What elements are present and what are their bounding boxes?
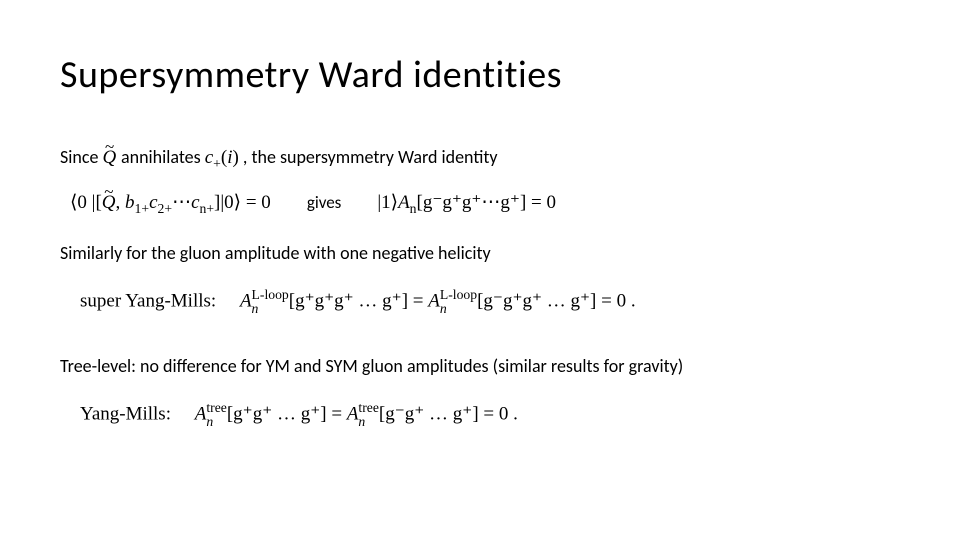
eq2-sub2: n bbox=[440, 302, 477, 316]
eq2-args2: [g⁻g⁺g⁺ … g⁺] bbox=[477, 291, 596, 312]
eq3-sup2: tree bbox=[358, 401, 379, 415]
ym-label: Yang-Mills: bbox=[80, 404, 171, 425]
eq3-A2: A bbox=[347, 404, 359, 425]
eq3-tail: = 0 . bbox=[483, 404, 517, 425]
equation-row-3: Yang-Mills: Atreen[g⁺g⁺ … g⁺] = Atreen[g… bbox=[60, 401, 900, 428]
sym-label: super Yang-Mills: bbox=[80, 291, 216, 312]
eq1-bra: ⟨0 |[ bbox=[70, 192, 102, 213]
eq2-args1: [g⁺g⁺g⁺ … g⁺] bbox=[289, 291, 408, 312]
eq1-A: A bbox=[398, 192, 410, 213]
eq3-args2: [g⁻g⁺ … g⁺] bbox=[379, 404, 479, 425]
intro-suffix: , the supersymmetry Ward identity bbox=[243, 146, 498, 168]
equation-row-1: ⟨0 |[Q, b1+c2+⋯cn+]|0⟩ = 0 gives |1⟩An[g… bbox=[60, 191, 900, 214]
eq2-sub1: n bbox=[252, 302, 289, 316]
eq3-eq1: = bbox=[331, 404, 346, 425]
text-similarly: Similarly for the gluon amplitude with o… bbox=[60, 242, 900, 264]
page-title: Supersymmetry Ward identities bbox=[60, 52, 900, 98]
q-operator: Q bbox=[103, 147, 117, 169]
eq1-rhs: |1⟩An[g⁻g⁺g⁺⋯g⁺] = 0 bbox=[377, 191, 556, 214]
eq1-args: [g⁻g⁺g⁺⋯g⁺] = 0 bbox=[417, 192, 557, 213]
eq1-ket: |1⟩ bbox=[377, 192, 398, 213]
eq1-close: ]|0⟩ = 0 bbox=[214, 192, 271, 213]
intro-annihilates: annihilates bbox=[121, 146, 205, 168]
eq2-A1: A bbox=[240, 291, 252, 312]
eq2-sup2: L-loop bbox=[440, 288, 477, 302]
eq1-lhs: ⟨0 |[Q, b1+c2+⋯cn+]|0⟩ = 0 bbox=[70, 191, 271, 214]
eq3-A1: A bbox=[195, 404, 207, 425]
eq2-sup1: L-loop bbox=[252, 288, 289, 302]
eq2-tail: = 0 . bbox=[601, 291, 635, 312]
equation-row-2: super Yang-Mills: AL-loopn[g⁺g⁺g⁺ … g⁺] … bbox=[60, 288, 900, 315]
eq2-A2: A bbox=[428, 291, 440, 312]
intro-prefix: Since bbox=[60, 146, 103, 168]
eq1-comma: , bbox=[116, 192, 126, 213]
eq3-sub1: n bbox=[206, 415, 227, 429]
eq3-args1: [g⁺g⁺ … g⁺] bbox=[227, 404, 327, 425]
eq2-eq1: = bbox=[413, 291, 428, 312]
eq1-n: n bbox=[410, 201, 417, 216]
eq3-sub2: n bbox=[358, 415, 379, 429]
intro-line: Since Q annihilates c+(i) , the supersym… bbox=[60, 146, 900, 169]
eq3-sup1: tree bbox=[206, 401, 227, 415]
gives-label: gives bbox=[307, 192, 342, 213]
text-treelevel: Tree-level: no difference for YM and SYM… bbox=[60, 355, 900, 377]
